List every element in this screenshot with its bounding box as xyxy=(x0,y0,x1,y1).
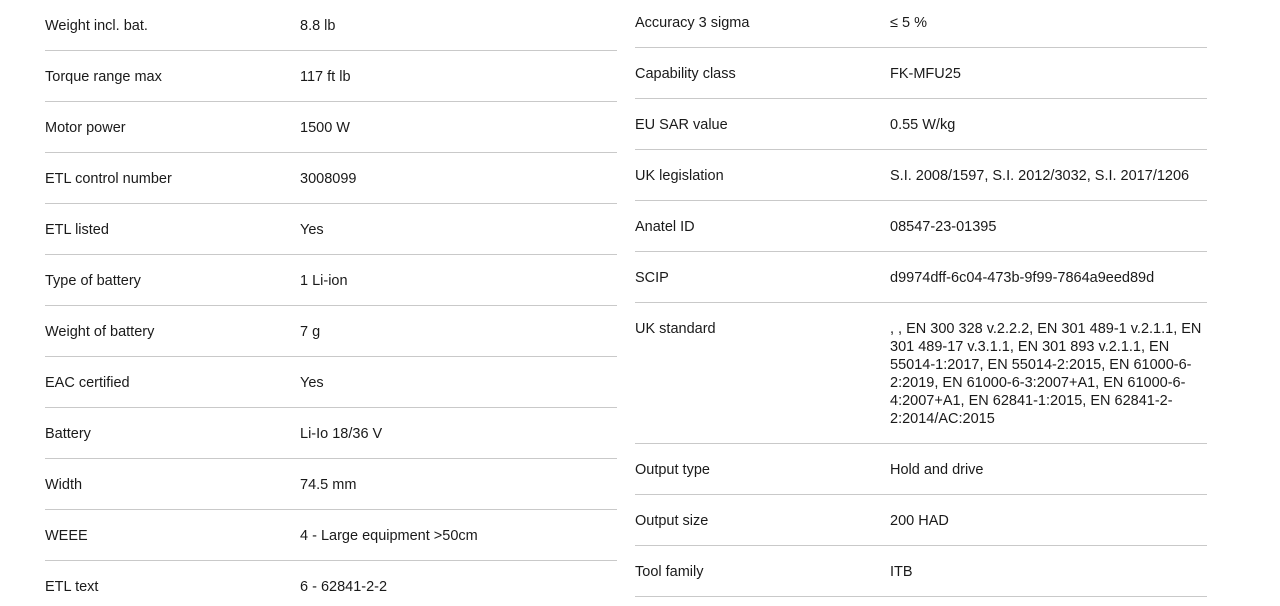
spec-row: SCIP d9974dff-6c04-473b-9f99-7864a9eed89… xyxy=(635,252,1207,303)
spec-row: ETL text 6 - 62841-2-2 xyxy=(45,561,617,606)
spec-row: Capability class FK-MFU25 xyxy=(635,48,1207,99)
spec-label: ETL text xyxy=(45,579,99,595)
spec-label: Battery xyxy=(45,426,91,442)
spec-row: UK standard , , EN 300 328 v.2.2.2, EN 3… xyxy=(635,303,1207,444)
spec-row: Output size 200 HAD xyxy=(635,495,1207,546)
spec-value: 6 - 62841-2-2 xyxy=(300,579,388,595)
spec-label: ETL control number xyxy=(45,171,172,187)
spec-value: Hold and drive xyxy=(890,462,984,478)
spec-value: 0.55 W/kg xyxy=(890,117,956,133)
spec-label: Anatel ID xyxy=(635,219,695,235)
spec-label: Tool family xyxy=(635,564,704,580)
spec-label: UK legislation xyxy=(635,168,724,184)
spec-row: Output type Hold and drive xyxy=(635,444,1207,495)
spec-value: 1500 W xyxy=(300,120,350,136)
spec-value: 8.8 lb xyxy=(300,18,336,34)
spec-label: Weight of battery xyxy=(45,324,155,340)
spec-row: Type of battery 1 Li-ion xyxy=(45,255,617,306)
spec-row: Torque range max 117 ft lb xyxy=(45,51,617,102)
spec-row: EU SAR value 0.55 W/kg xyxy=(635,99,1207,150)
spec-value: 7 g xyxy=(300,324,321,340)
spec-label: Motor power xyxy=(45,120,126,136)
spec-label: EAC certified xyxy=(45,375,130,391)
spec-value: 08547-23-01395 xyxy=(890,219,997,235)
spec-value: , , EN 300 328 v.2.2.2, EN 301 489-1 v.2… xyxy=(890,321,1202,427)
spec-column-left: Weight incl. bat. 8.8 lb Torque range ma… xyxy=(45,0,617,606)
spec-row: Anatel ID 08547-23-01395 xyxy=(635,201,1207,252)
spec-label: SCIP xyxy=(635,270,669,286)
spec-value: ≤ 5 % xyxy=(890,15,927,31)
spec-value: S.I. 2008/1597, S.I. 2012/3032, S.I. 201… xyxy=(890,168,1190,184)
spec-row: Width 74.5 mm xyxy=(45,459,617,510)
spec-value: d9974dff-6c04-473b-9f99-7864a9eed89d xyxy=(890,270,1155,286)
spec-label: WEEE xyxy=(45,528,88,544)
spec-value: 200 HAD xyxy=(890,513,949,529)
spec-label: Weight incl. bat. xyxy=(45,18,148,34)
spec-label: Torque range max xyxy=(45,69,162,85)
spec-label: Output type xyxy=(635,462,710,478)
spec-label: Output size xyxy=(635,513,709,529)
spec-row: Weight of battery 7 g xyxy=(45,306,617,357)
spec-row: Battery Li-Io 18/36 V xyxy=(45,408,617,459)
spec-value: FK-MFU25 xyxy=(890,66,961,82)
spec-value: Li-Io 18/36 V xyxy=(300,426,383,442)
spec-row: Weight incl. bat. 8.8 lb xyxy=(45,0,617,51)
spec-value: Yes xyxy=(300,375,324,391)
spec-value: 1 Li-ion xyxy=(300,273,348,289)
spec-label: Width xyxy=(45,477,83,493)
spec-value: 3008099 xyxy=(300,171,357,187)
spec-row: ETL control number 3008099 xyxy=(45,153,617,204)
spec-row: Motor power 1500 W xyxy=(45,102,617,153)
spec-row: EAC certified Yes xyxy=(45,357,617,408)
spec-label: EU SAR value xyxy=(635,117,728,133)
spec-label: UK standard xyxy=(635,321,716,337)
spec-row: Accuracy 3 sigma ≤ 5 % xyxy=(635,0,1207,48)
spec-row: UK legislation S.I. 2008/1597, S.I. 2012… xyxy=(635,150,1207,201)
spec-value: 74.5 mm xyxy=(300,477,357,493)
spec-label: Type of battery xyxy=(45,273,141,289)
spec-label: Accuracy 3 sigma xyxy=(635,15,750,31)
spec-row: ETL listed Yes xyxy=(45,204,617,255)
spec-value: Yes xyxy=(300,222,324,238)
spec-column-right: Accuracy 3 sigma ≤ 5 % Capability class … xyxy=(635,0,1207,606)
spec-row: WEEE 4 - Large equipment >50cm xyxy=(45,510,617,561)
spec-row: Tool family ITB xyxy=(635,546,1207,597)
spec-label: ETL listed xyxy=(45,222,109,238)
spec-value: 4 - Large equipment >50cm xyxy=(300,528,478,544)
spec-value: ITB xyxy=(890,564,913,580)
spec-label: Capability class xyxy=(635,66,736,82)
spec-value: 117 ft lb xyxy=(300,69,351,85)
